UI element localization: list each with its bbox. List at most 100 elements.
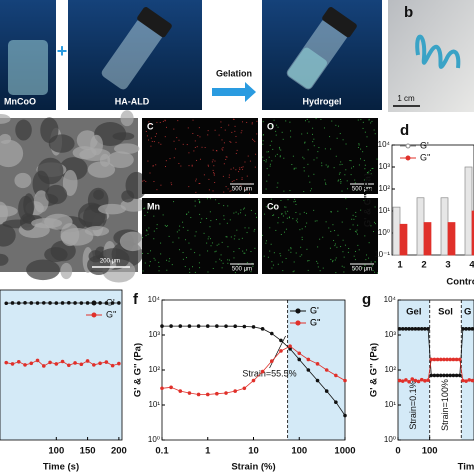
point — [279, 349, 283, 353]
dot — [262, 121, 264, 123]
dot — [209, 211, 211, 213]
pore — [31, 218, 63, 229]
dot — [279, 155, 281, 157]
dot — [349, 228, 351, 230]
point — [251, 378, 256, 383]
dot — [277, 263, 279, 265]
x-tick-label: 0.1 — [155, 446, 169, 457]
dot — [225, 186, 227, 188]
dot — [232, 118, 234, 120]
pore — [45, 184, 68, 205]
sem-image — [0, 110, 148, 283]
dot — [270, 198, 272, 200]
dot — [213, 172, 215, 174]
dot — [265, 188, 267, 190]
dot — [335, 257, 337, 259]
dot — [292, 218, 294, 220]
bar — [471, 210, 474, 256]
dot — [374, 271, 376, 273]
legend-marker — [295, 308, 301, 314]
dot — [206, 242, 208, 244]
dot — [250, 209, 252, 211]
point — [438, 357, 443, 362]
dot — [279, 148, 281, 150]
dot — [158, 266, 160, 268]
point — [242, 324, 247, 329]
point — [79, 362, 84, 367]
dot — [188, 242, 190, 244]
point — [260, 327, 265, 331]
dot — [371, 120, 373, 122]
dot — [243, 208, 245, 210]
point — [297, 351, 302, 356]
dot — [266, 168, 268, 170]
dot — [160, 242, 162, 244]
dot — [354, 179, 356, 181]
point — [435, 357, 440, 362]
point — [404, 327, 408, 331]
phase-label: Sol — [438, 307, 453, 318]
dot — [150, 137, 152, 139]
dot — [228, 174, 230, 176]
dot — [247, 155, 249, 157]
y-tick-label: 10³ — [384, 330, 396, 339]
dot — [368, 242, 370, 244]
dot — [228, 124, 230, 126]
dot — [299, 255, 301, 257]
dot — [323, 127, 325, 129]
point — [423, 379, 427, 383]
dot — [369, 169, 371, 171]
dot — [285, 228, 287, 230]
dot — [212, 149, 214, 151]
point — [429, 357, 434, 362]
dot — [350, 174, 352, 176]
dot — [239, 167, 241, 169]
dot — [284, 231, 286, 233]
legend-label: G' — [310, 305, 319, 315]
dot — [340, 246, 342, 248]
dot — [316, 157, 318, 159]
dot — [214, 129, 216, 131]
point — [416, 327, 421, 331]
point — [419, 327, 424, 331]
pore — [26, 259, 60, 281]
dot — [187, 127, 189, 129]
point — [233, 389, 237, 393]
dot — [351, 218, 353, 220]
dot — [227, 246, 229, 248]
dot — [198, 200, 200, 202]
dot — [338, 179, 340, 181]
dot — [209, 198, 211, 200]
dot — [210, 245, 212, 247]
dot — [269, 227, 271, 229]
dot — [367, 172, 369, 174]
dot — [268, 174, 270, 176]
dot — [215, 261, 217, 263]
phase-label: G — [464, 307, 471, 318]
dot — [215, 150, 217, 152]
dot — [340, 182, 342, 184]
dot — [223, 142, 225, 144]
dot — [343, 256, 345, 258]
phase-strain: Strain=100% — [440, 379, 450, 431]
point — [54, 301, 59, 305]
dot — [182, 143, 184, 145]
legend-label: G' — [420, 140, 429, 150]
dot — [330, 258, 332, 260]
dot — [294, 198, 296, 200]
dot — [255, 153, 257, 155]
dot — [373, 129, 375, 131]
pore — [0, 253, 9, 266]
dot — [350, 160, 352, 162]
dot — [207, 250, 209, 252]
x-axis-label: Contro — [446, 277, 474, 288]
dot — [254, 141, 256, 143]
point — [467, 378, 472, 382]
dot — [310, 188, 312, 190]
dot — [322, 267, 324, 269]
vial — [286, 7, 357, 90]
dot — [196, 146, 198, 148]
dot — [238, 248, 240, 250]
y-tick-label: 10³ — [378, 162, 390, 171]
dot — [237, 213, 239, 215]
